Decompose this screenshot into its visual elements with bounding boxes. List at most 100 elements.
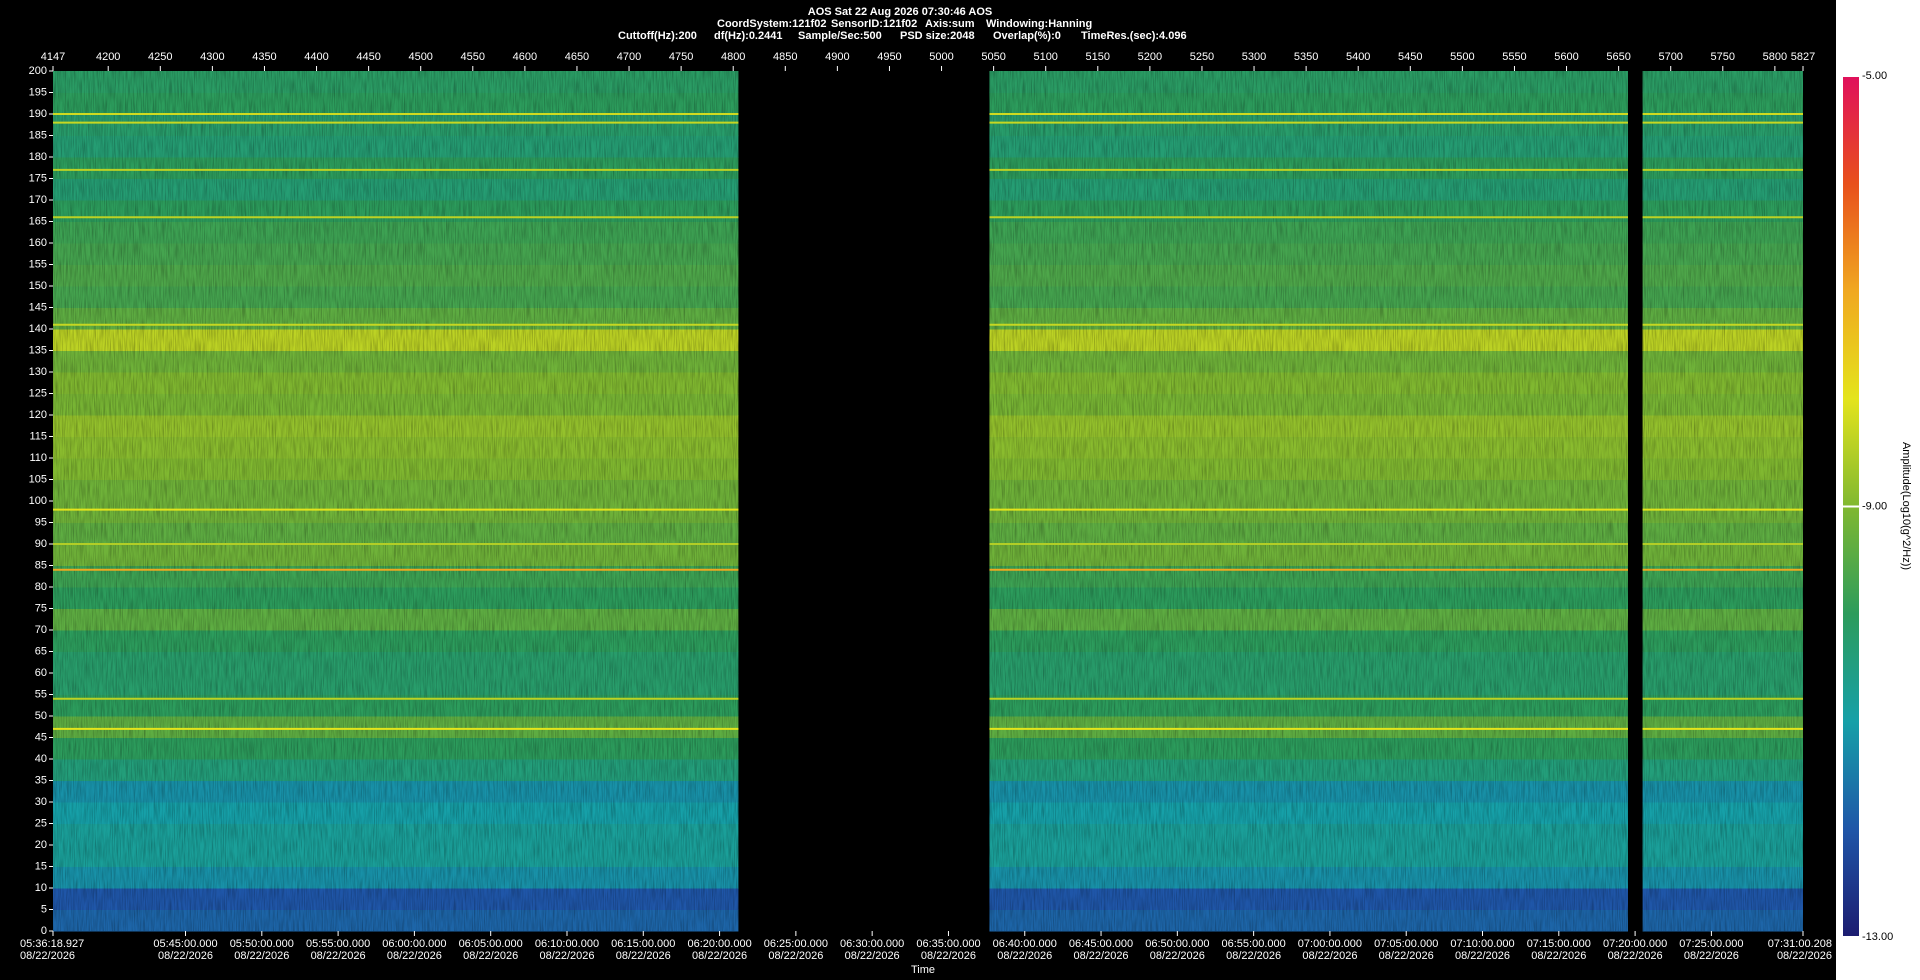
x2-tick-label: 05:55:00.000 (306, 938, 370, 950)
y-tick-label: 190 (29, 108, 47, 120)
y-tick-label: 135 (29, 344, 47, 356)
x2-tick-date: 08/22/2026 (1150, 950, 1205, 962)
x-tick-label: 4600 (513, 51, 537, 63)
x2-tick-date: 08/22/2026 (1684, 950, 1739, 962)
y-tick-label: 200 (29, 65, 47, 77)
colorbar-tick-label: -9.00 (1862, 500, 1887, 512)
y-tick-label: 170 (29, 194, 47, 206)
x-tick-label: 4147 (41, 51, 65, 63)
x2-tick-label: 06:00:00.000 (382, 938, 446, 950)
subtitle: TimeRes.(sec):4.096 (1081, 30, 1187, 42)
y-tick-label: 70 (35, 624, 47, 636)
y-tick-label: 20 (35, 839, 47, 851)
texture-strip (1642, 71, 1803, 931)
y-tick-label: 65 (35, 645, 47, 657)
x2-tick-date: 08/22/2026 (1531, 950, 1586, 962)
y-tick-label: 110 (29, 452, 47, 464)
y-tick-label: 60 (35, 667, 47, 679)
y-tick-label: 100 (29, 495, 47, 507)
subtitle: Sample/Sec:500 (798, 30, 882, 42)
x2-tick-date: 08/22/2026 (845, 950, 900, 962)
x2-tick-date: 08/22/2026 (1608, 950, 1663, 962)
y-tick-label: 140 (29, 323, 47, 335)
y-tick-label: 55 (35, 688, 47, 700)
x-tick-label: 5800 (1763, 51, 1787, 63)
x-tick-label: 4850 (773, 51, 797, 63)
y-tick-label: 185 (29, 129, 47, 141)
x2-tick-label: 06:45:00.000 (1069, 938, 1133, 950)
y-tick-label: 120 (29, 409, 47, 421)
subtitle: PSD size:2048 (900, 30, 975, 42)
y-tick-label: 130 (29, 366, 47, 378)
x-tick-label: 5000 (929, 51, 953, 63)
x2-tick-date: 08/22/2026 (692, 950, 747, 962)
y-tick-label: 125 (29, 387, 47, 399)
chart-title: AOS Sat 22 Aug 2026 07:30:46 AOS (808, 6, 992, 18)
x-tick-label: 5100 (1033, 51, 1057, 63)
x2-tick-label: 07:15:00.000 (1527, 938, 1591, 950)
x-tick-label: 5700 (1658, 51, 1682, 63)
x-tick-label: 4300 (200, 51, 224, 63)
x-tick-label: 5150 (1086, 51, 1110, 63)
x2-tick-label: 06:55:00.000 (1222, 938, 1286, 950)
y-tick-label: 90 (35, 538, 47, 550)
x2-tick-date: 08/22/2026 (1226, 950, 1281, 962)
texture-strip (989, 71, 1628, 931)
x-tick-label: 4800 (721, 51, 745, 63)
x-tick-label: 4450 (356, 51, 380, 63)
x2-tick-date: 08/22/2026 (387, 950, 442, 962)
x2-tick-label: 06:50:00.000 (1145, 938, 1209, 950)
x2-tick-date: 08/22/2026 (311, 950, 366, 962)
x2-tick-date: 08/22/2026 (616, 950, 671, 962)
texture (53, 71, 1803, 931)
x2-tick-date: 08/22/2026 (158, 950, 213, 962)
x-tick-label: 4250 (148, 51, 172, 63)
x-tick-label: 4900 (825, 51, 849, 63)
y-tick-label: 95 (35, 516, 47, 528)
x-tick-label: 5350 (1294, 51, 1318, 63)
colorbar-tick-label: -13.00 (1862, 931, 1893, 943)
y-tick-label: 150 (29, 280, 47, 292)
x-tick-label: 5300 (1242, 51, 1266, 63)
x-tick-label: 4400 (304, 51, 328, 63)
x2-tick-label: 06:30:00.000 (840, 938, 904, 950)
x2-tick-label: 07:10:00.000 (1450, 938, 1514, 950)
y-tick-label: 0 (41, 925, 47, 937)
y-tick-label: 195 (29, 86, 47, 98)
x2-tick-date: 08/22/2026 (997, 950, 1052, 962)
y-tick-label: 30 (35, 796, 47, 808)
x2-tick-label: 06:40:00.000 (993, 938, 1057, 950)
x-tick-label: 5400 (1346, 51, 1370, 63)
x-axis-label: Time (911, 964, 935, 976)
x-tick-label: 4700 (617, 51, 641, 63)
colorbar-label: Amplitude(Log10(g^2/Hz)) (1900, 442, 1912, 570)
y-tick-label: 115 (29, 430, 47, 442)
x2-tick-date: 08/22/2026 (539, 950, 594, 962)
x2-tick-label: 06:20:00.000 (687, 938, 751, 950)
y-tick-label: 25 (35, 817, 47, 829)
subtitle: CoordSystem:121f02 (717, 18, 826, 30)
x-tick-label: 5650 (1606, 51, 1630, 63)
x2-tick-label: 07:20:00.000 (1603, 938, 1667, 950)
x2-tick-date: 08/22/2026 (1379, 950, 1434, 962)
subtitle: Overlap(%):0 (993, 30, 1061, 42)
x2-tick-label: 07:05:00.000 (1374, 938, 1438, 950)
x-tick-label: 5050 (981, 51, 1005, 63)
y-tick-label: 165 (29, 215, 47, 227)
x-tick-label: 5600 (1554, 51, 1578, 63)
x2-tick-label: 05:50:00.000 (230, 938, 294, 950)
x2-tick-date: 08/22/2026 (234, 950, 289, 962)
x-tick-label: 4650 (565, 51, 589, 63)
y-tick-label: 10 (35, 882, 47, 894)
x2-tick-date: 08/22/2026 (1455, 950, 1510, 962)
y-tick-label: 15 (35, 860, 47, 872)
x2-tick-label: 07:31:00.208 (1768, 938, 1832, 950)
y-tick-label: 180 (29, 151, 47, 163)
x-tick-label: 4350 (252, 51, 276, 63)
x2-tick-date: 08/22/2026 (768, 950, 823, 962)
x2-tick-date: 08/22/2026 (1302, 950, 1357, 962)
x-tick-label: 4500 (408, 51, 432, 63)
y-tick-label: 35 (35, 774, 47, 786)
x-tick-label: 4750 (669, 51, 693, 63)
